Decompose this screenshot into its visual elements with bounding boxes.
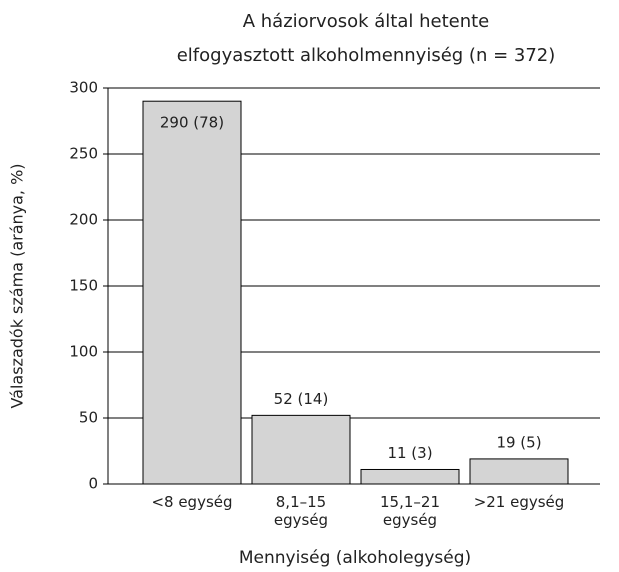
chart-title: elfogyasztott alkoholmennyiség (n = 372) xyxy=(177,45,556,66)
chart-title: A háziorvosok által hetente xyxy=(243,11,490,32)
y-tick-label: 150 xyxy=(69,277,98,295)
y-tick-label: 50 xyxy=(79,409,98,427)
y-tick-label: 200 xyxy=(69,211,98,229)
x-tick-label-line: 8,1–15 xyxy=(276,493,326,511)
x-tick-label-line: 15,1–21 xyxy=(380,493,440,511)
x-tick-label-line: egység xyxy=(383,511,437,529)
value-label: 290 (78) xyxy=(160,114,224,132)
y-tick-label: 250 xyxy=(69,145,98,163)
bar xyxy=(469,458,569,485)
y-axis-label: Válaszadók száma (aránya, %) xyxy=(8,163,27,408)
x-tick-label-line: <8 egység xyxy=(151,493,232,511)
x-tick-label-line: >21 egység xyxy=(474,493,565,511)
bar xyxy=(360,468,460,485)
bar xyxy=(142,100,242,485)
y-tick-label: 300 xyxy=(69,79,98,97)
x-tick-label: <8 egység xyxy=(151,493,232,511)
x-axis-label: Mennyiség (alkoholegység) xyxy=(239,548,471,568)
y-tick-label: 0 xyxy=(88,475,98,493)
value-label: 52 (14) xyxy=(274,390,329,408)
x-tick-label: >21 egység xyxy=(474,493,565,511)
x-tick-label: 15,1–21 egység xyxy=(380,493,440,529)
value-label: 19 (5) xyxy=(496,433,541,451)
x-tick-label: 8,1–15 egység xyxy=(274,493,328,529)
bar xyxy=(251,414,351,485)
y-tick-label: 100 xyxy=(69,343,98,361)
value-label: 11 (3) xyxy=(387,444,432,462)
x-tick-label-line: egység xyxy=(274,511,328,529)
